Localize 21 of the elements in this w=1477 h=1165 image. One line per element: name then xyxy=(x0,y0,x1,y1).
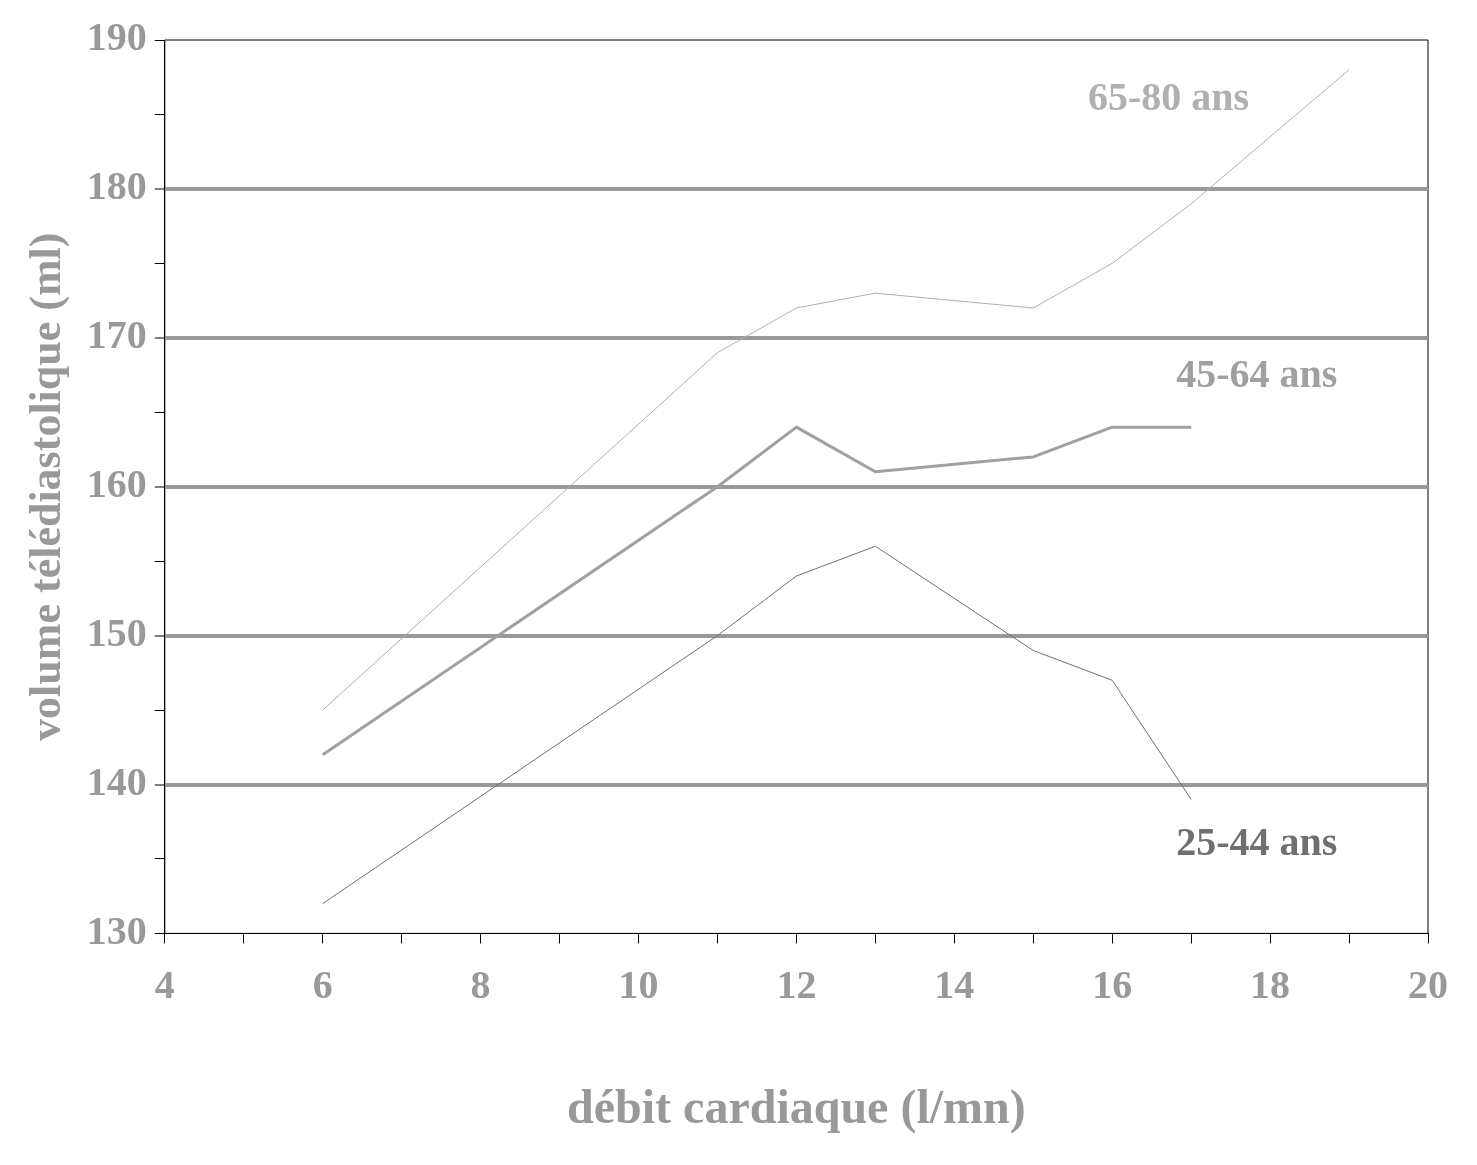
y-tick-label: 170 xyxy=(86,312,147,358)
x-tick-label: 10 xyxy=(618,961,659,1007)
y-tick-label: 190 xyxy=(86,14,147,60)
series-label: 65-80 ans xyxy=(1087,74,1250,120)
x-tick-label: 12 xyxy=(776,961,817,1007)
x-tick-label: 20 xyxy=(1408,961,1448,1007)
y-tick-label: 140 xyxy=(86,758,147,804)
x-tick-label: 4 xyxy=(154,961,175,1007)
y-axis-title: volume télédiastolique (ml) xyxy=(20,232,70,741)
x-tick-label: 8 xyxy=(470,961,491,1007)
x-tick-label: 6 xyxy=(312,961,333,1007)
y-tick-label: 130 xyxy=(86,907,147,953)
x-axis-title: débit cardiaque (l/mn) xyxy=(567,1079,1026,1134)
y-tick-label: 150 xyxy=(86,609,147,655)
x-tick-label: 16 xyxy=(1092,961,1133,1007)
x-tick-label: 14 xyxy=(934,961,975,1007)
x-tick-label: 18 xyxy=(1250,961,1291,1007)
series-label: 45-64 ans xyxy=(1176,351,1338,397)
series-label: 25-44 ans xyxy=(1176,818,1338,864)
y-tick-label: 180 xyxy=(86,163,147,209)
y-tick-label: 160 xyxy=(86,461,147,507)
